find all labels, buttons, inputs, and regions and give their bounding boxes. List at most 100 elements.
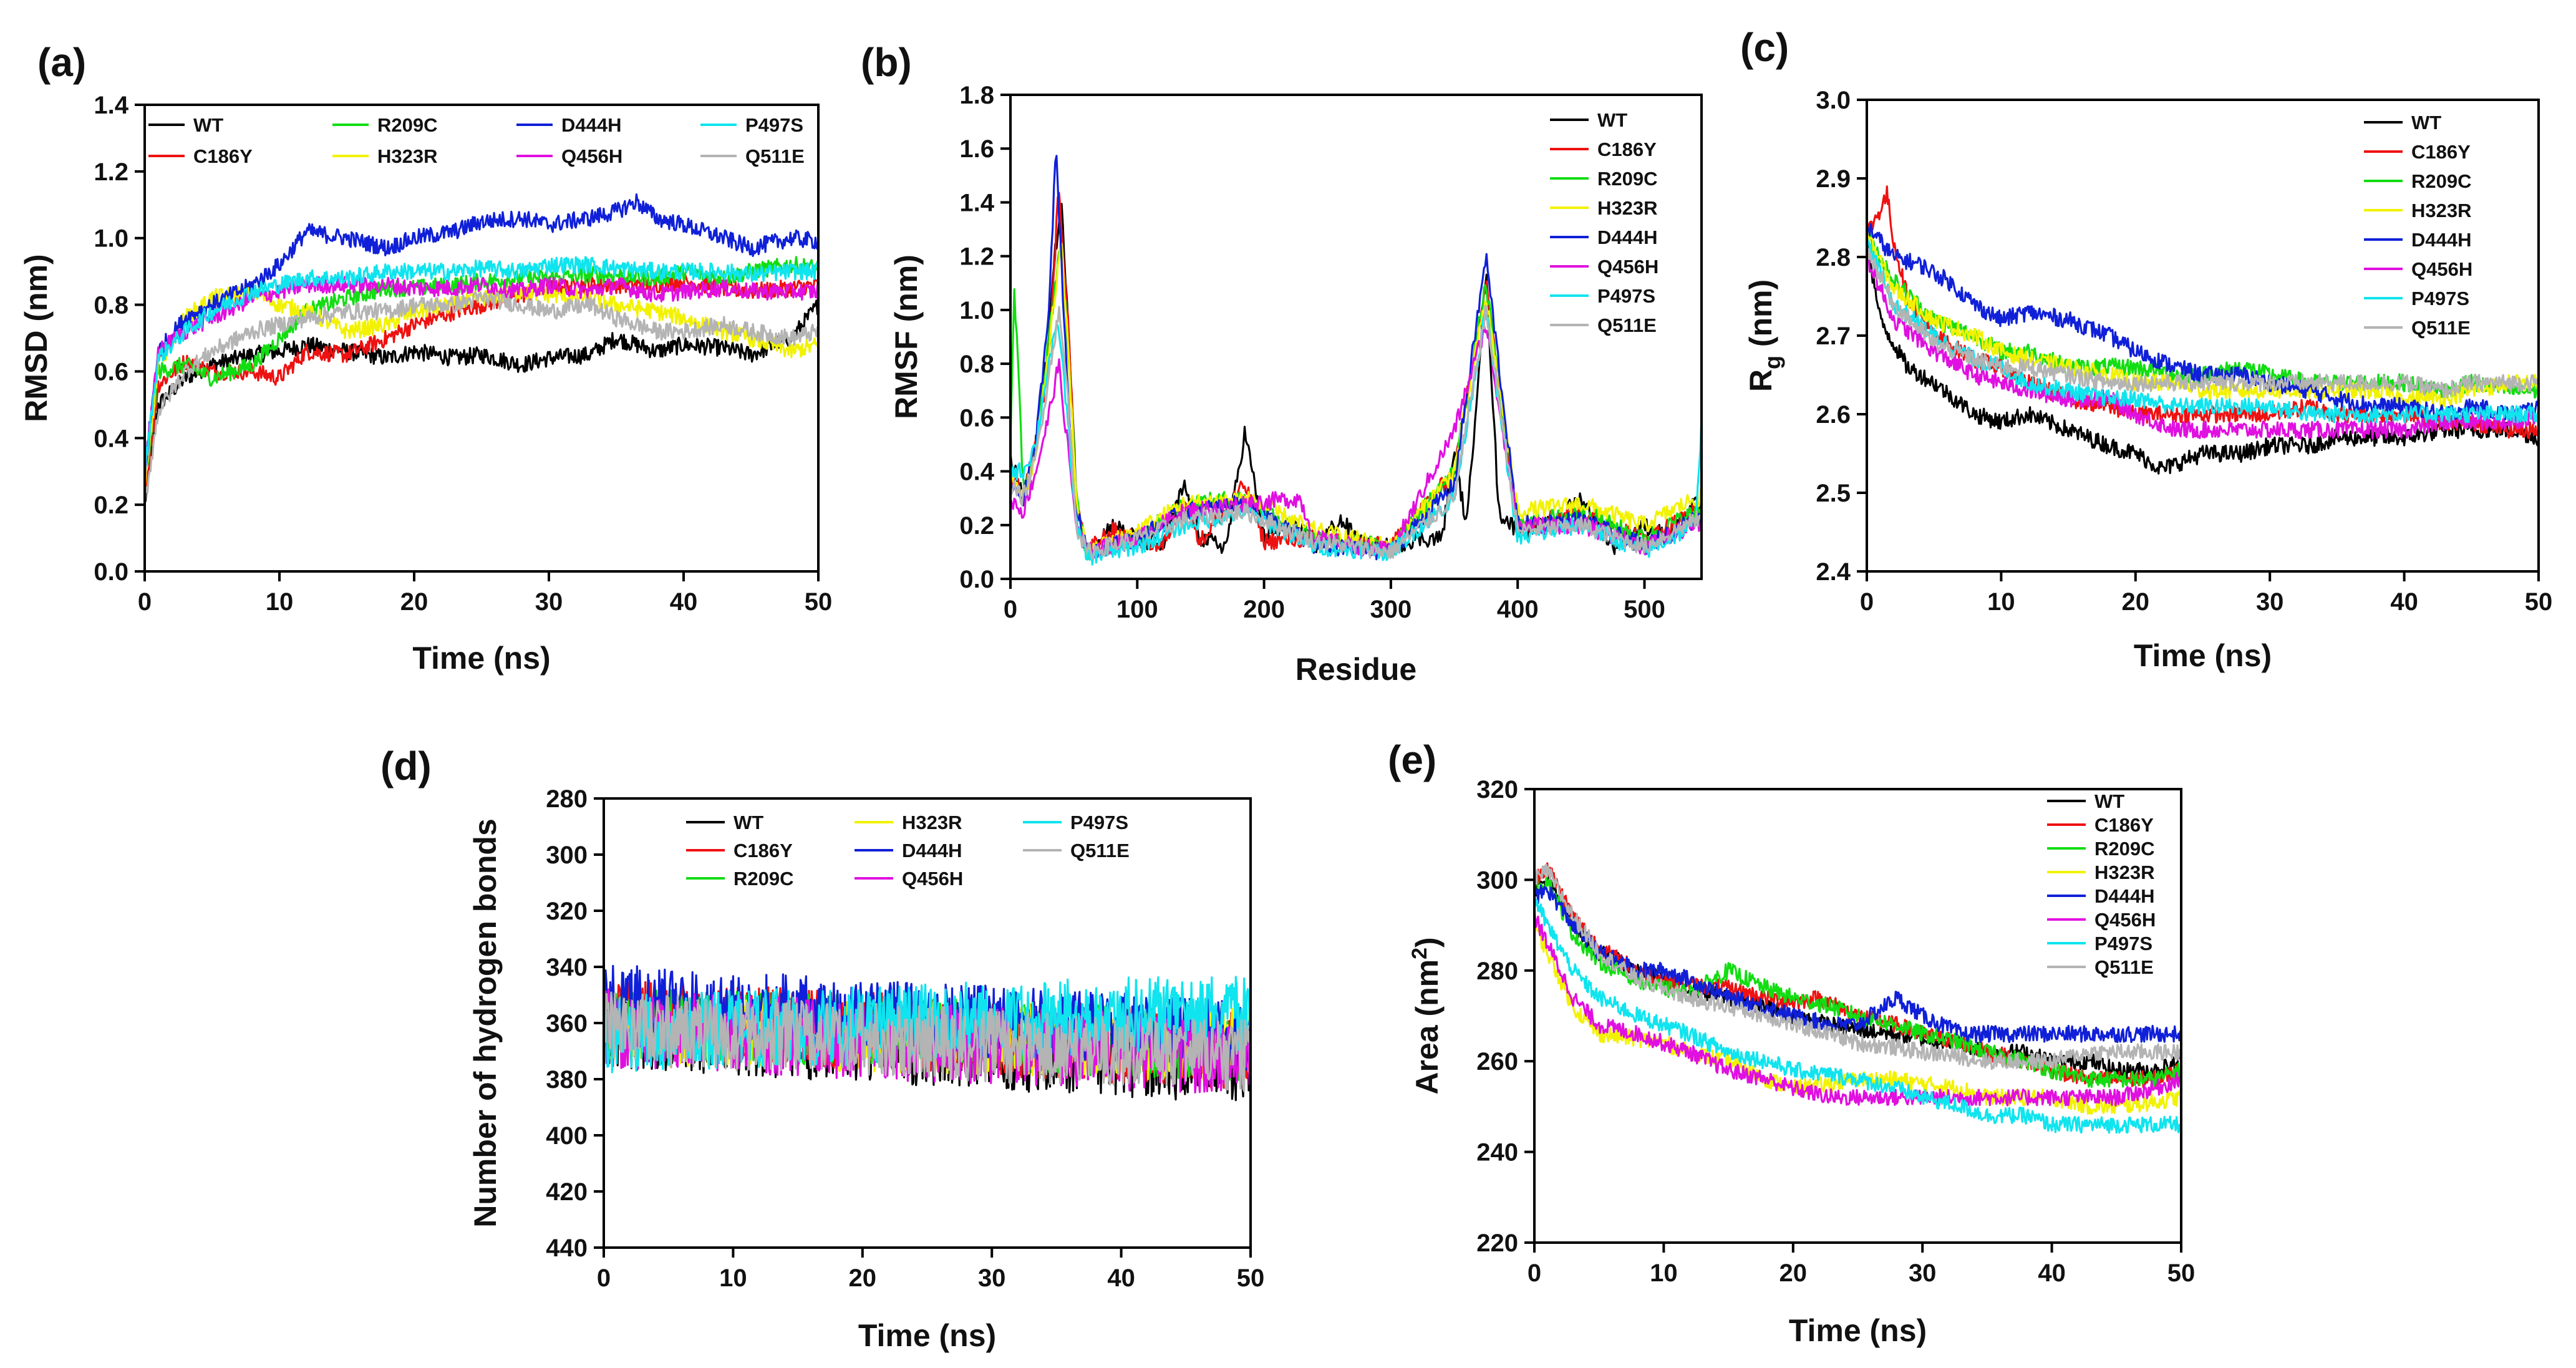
x-tick-label: 50	[2525, 588, 2553, 616]
legend-label-h323r: H323R	[2411, 200, 2472, 221]
legend-label-c186y: C186Y	[2411, 141, 2471, 163]
y-tick-label: 0.0	[959, 566, 994, 593]
y-tick-label: 1.6	[959, 135, 994, 163]
panel-letter-e: (e)	[1388, 737, 1436, 782]
y-tick-label: 280	[1476, 958, 1518, 985]
y-axis-title: Number of hydrogen bonds	[468, 818, 503, 1228]
y-tick-label: 3.0	[1816, 87, 1851, 114]
y-axis-title-main: RMSD (nm)	[19, 254, 54, 422]
x-tick-label: 10	[266, 588, 294, 616]
panel-e: (e) 0 10 20 30 40 50 220 240 260 280 300 320 Time (n…	[1388, 737, 2195, 1348]
legend-label-r209c: R209C	[2094, 838, 2155, 860]
x-tick-label: 40	[2390, 588, 2418, 616]
y-axis-title: Rg (nm)	[1743, 279, 1785, 392]
legend-label-q511e: Q511E	[1597, 314, 1657, 336]
y-tick-label: 0.4	[959, 458, 994, 486]
series-line-q511e	[604, 991, 1251, 1092]
legend-label-p497s: P497S	[745, 114, 803, 136]
series-line-wt	[145, 299, 818, 503]
x-tick-label: 50	[1237, 1264, 1265, 1292]
legend-label-q511e: Q511E	[2411, 317, 2471, 339]
legend-label-r209c: R209C	[734, 868, 794, 890]
x-tick-label: 30	[1909, 1259, 1937, 1287]
y-tick-label: 320	[1476, 776, 1518, 803]
legend: WT C186Y R209C H323R D444H Q456H P497S Q511E	[2364, 112, 2472, 339]
legend-label-p497s: P497S	[1070, 812, 1128, 833]
y-tick-label: 300	[546, 842, 588, 869]
legend-label-r209c: R209C	[377, 114, 438, 136]
plot-frame	[143, 104, 820, 573]
y-tick-label: 420	[546, 1178, 588, 1206]
x-tick-label: 0	[1860, 588, 1874, 616]
series-line-q511e	[145, 291, 818, 505]
series-line-h323r	[145, 283, 818, 491]
series-line-p497s	[1534, 897, 2181, 1134]
x-tick-label: 20	[849, 1264, 877, 1292]
legend-label-q456h: Q456H	[2411, 258, 2472, 280]
x-tick-label: 20	[400, 588, 429, 616]
legend-label-q456h: Q456H	[561, 145, 622, 167]
y-axis-title: RMSF (nm)	[889, 255, 924, 419]
series-group	[145, 193, 818, 505]
legend-label-r209c: R209C	[1597, 168, 1658, 190]
y-tick-label: 2.8	[1816, 244, 1851, 271]
panel-b: (b) 0 100 200 300 400 500 0.0 0.2 0.4 0.6 0.8 1.0 1.…	[861, 40, 1703, 687]
x-tick-label: 30	[535, 588, 563, 616]
y-axis-title-superscript: 2	[1408, 948, 1431, 959]
x-tick-label: 0	[1004, 596, 1017, 623]
legend-label-q511e: Q511E	[745, 145, 805, 167]
x-tick-label: 0	[597, 1264, 611, 1292]
x-tick-label: 0	[1528, 1259, 1541, 1287]
x-tick-label: 40	[2038, 1259, 2066, 1287]
y-tick-label: 1.2	[959, 243, 994, 271]
x-tick-label: 400	[1497, 596, 1539, 623]
x-axis-title: Time (ns)	[1789, 1313, 1927, 1348]
y-tick-label: 1.0	[959, 297, 994, 324]
series-group	[1010, 155, 1702, 566]
legend-label-wt: WT	[2094, 790, 2124, 812]
y-axis-title-main: RMSF (nm)	[889, 255, 924, 419]
legend-label-c186y: C186Y	[2094, 814, 2154, 836]
series-group	[1867, 185, 2539, 475]
y-tick-label: 380	[546, 1066, 588, 1094]
y-axis-title: RMSD (nm)	[19, 254, 54, 422]
x-tick-label: 300	[1370, 596, 1412, 623]
y-tick-label: 0.6	[94, 358, 128, 386]
legend-label-p497s: P497S	[2411, 288, 2469, 309]
y-axis-title: Area (nm2)	[1408, 937, 1445, 1094]
series-group	[1534, 862, 2181, 1134]
legend-label-wt: WT	[1597, 109, 1627, 131]
legend-label-wt: WT	[2411, 112, 2441, 133]
panel-letter-c: (c)	[1740, 25, 1789, 70]
y-tick-label: 2.9	[1816, 165, 1851, 193]
series-group	[604, 964, 1251, 1102]
legend-label-c186y: C186Y	[193, 145, 253, 167]
legend-label-p497s: P497S	[2094, 933, 2152, 954]
x-tick-label: 100	[1116, 596, 1158, 623]
x-tick-label: 40	[670, 588, 698, 616]
legend-label-q456h: Q456H	[1597, 256, 1658, 278]
series-line-c186y	[145, 273, 818, 499]
legend-label-d444h: D444H	[2411, 229, 2472, 251]
legend-label-p497s: P497S	[1597, 285, 1655, 307]
legend-label-wt: WT	[193, 114, 223, 136]
y-tick-label: 240	[1476, 1139, 1518, 1167]
y-tick-label: 280	[546, 785, 588, 813]
x-tick-label: 10	[719, 1264, 747, 1292]
y-tick-label: 220	[1476, 1230, 1518, 1257]
y-tick-label: 2.5	[1816, 480, 1851, 507]
legend-label-q511e: Q511E	[2094, 956, 2154, 978]
legend: WT C186Y R209C H323R D444H Q456H P497S Q511E	[1550, 109, 1658, 336]
y-tick-label: 300	[1476, 866, 1518, 894]
y-tick-label: 0.6	[959, 404, 994, 432]
y-axis-title-main: R	[1743, 369, 1778, 392]
y-axis-title-suffix: (nm)	[1743, 279, 1778, 356]
x-tick-label: 10	[1987, 588, 2015, 616]
x-axis-title: Time (ns)	[412, 641, 550, 676]
y-tick-label: 260	[1476, 1048, 1518, 1075]
y-axis-title-main: Number of hydrogen bonds	[468, 818, 503, 1228]
y-tick-label: 1.0	[94, 225, 128, 253]
legend-label-h323r: H323R	[1597, 197, 1658, 219]
y-tick-label: 1.2	[94, 158, 128, 186]
